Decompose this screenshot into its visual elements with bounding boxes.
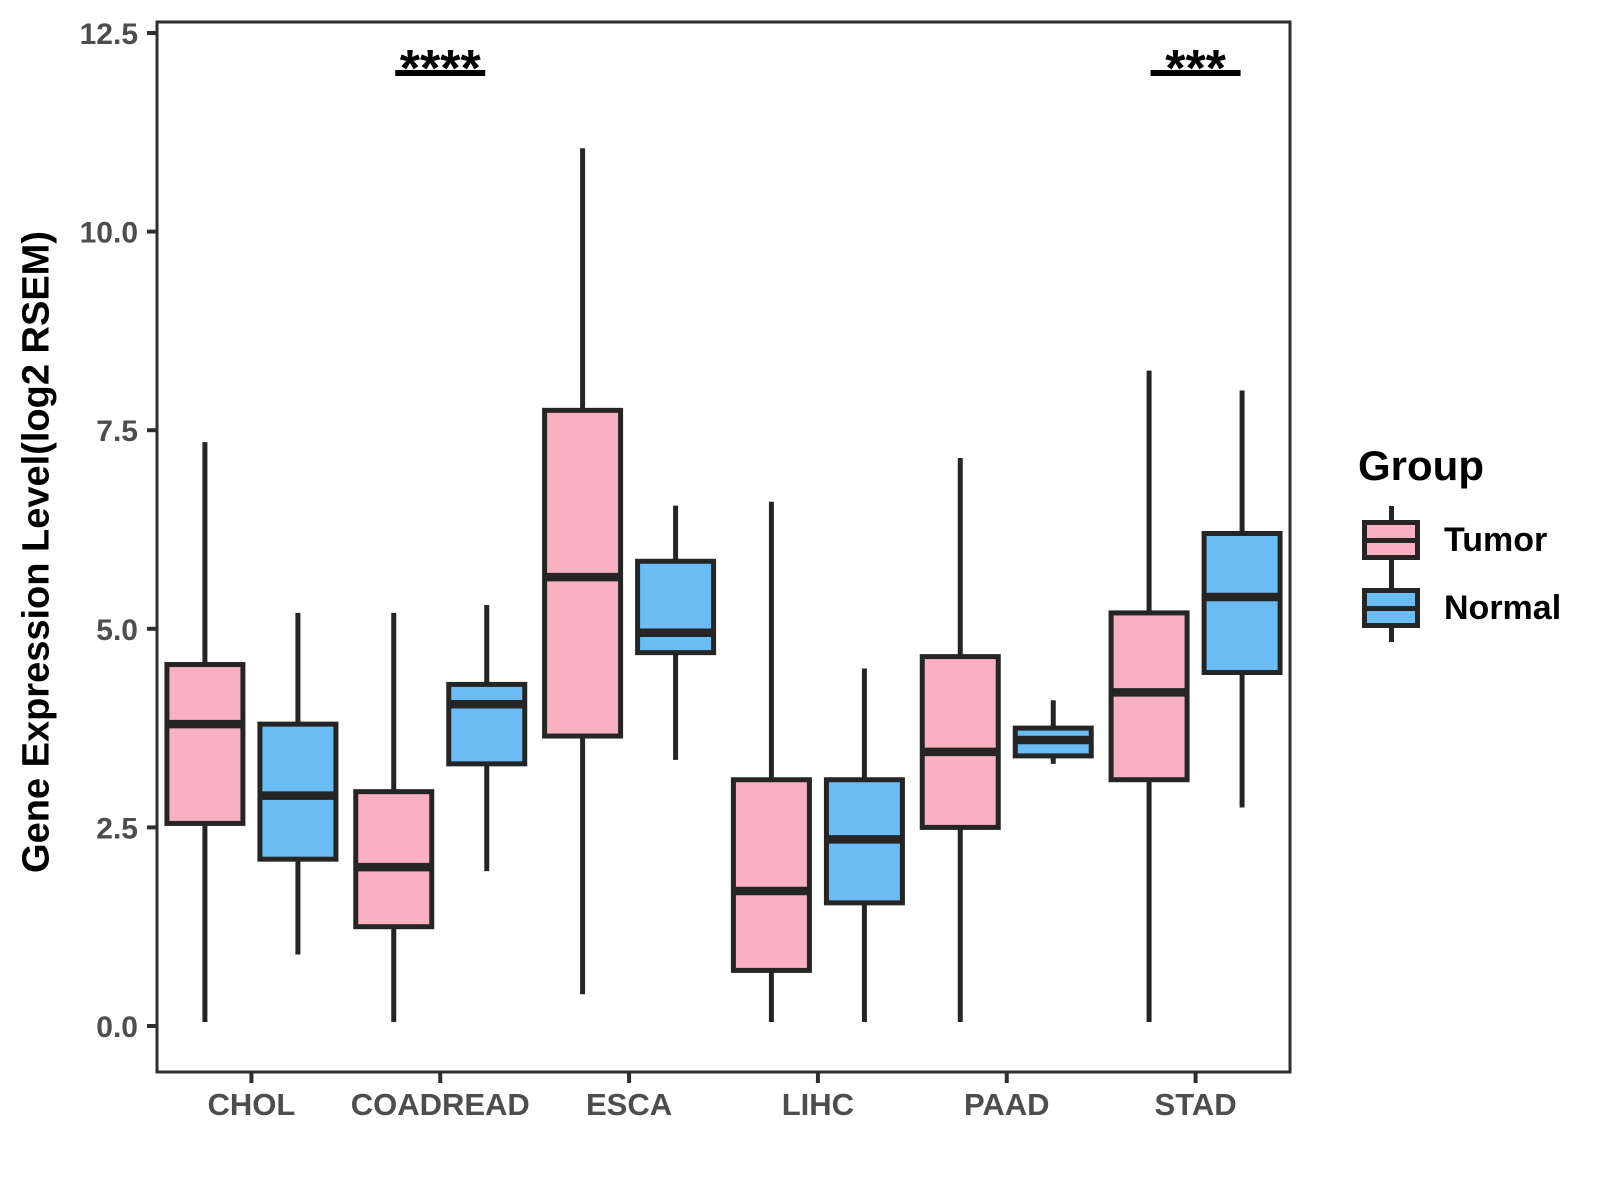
y-tick-label: 0.0 [96,1011,138,1044]
x-axis-label-STAD: STAD [1155,1087,1237,1122]
x-axis-label-COADREAD: COADREAD [351,1087,530,1122]
normal-boxplot-key-icon [1362,574,1420,642]
significance-bar [395,70,486,76]
y-tick-label: 2.5 [96,812,138,845]
box-normal-ESCA [635,505,717,760]
y-tick-label: 10.0 [80,217,138,250]
iqr-box [164,662,246,826]
box-tumor-STAD [1108,370,1190,1023]
significance-bar [1150,70,1241,76]
x-axis-label-LIHC: LIHC [782,1087,854,1122]
y-tick-label: 5.0 [96,614,138,647]
box-normal-PAAD [1012,700,1094,764]
box-normal-STAD [1201,390,1283,808]
iqr-box [635,558,717,656]
box-normal-COADREAD [446,604,528,872]
legend-title: Group [1358,442,1484,489]
legend-entry-tumor: Tumor [1356,506,1561,574]
box-normal-CHOL [257,612,339,955]
x-axis-label-CHOL: CHOL [208,1087,296,1122]
iqr-box [1201,530,1283,675]
x-axis-label-PAAD: PAAD [964,1087,1050,1122]
significance-COADREAD: **** [395,40,486,98]
legend-label-normal: Normal [1444,588,1562,627]
plot-panel-border [155,20,1292,1074]
significance-stars: **** [400,40,482,98]
box-normal-LIHC [823,668,905,1023]
box-tumor-LIHC [730,501,812,1023]
box-tumor-CHOL [164,442,246,1023]
significance-stars: *** [1165,40,1226,98]
box-tumor-PAAD [919,458,1001,1023]
x-axis-label-ESCA: ESCA [586,1087,672,1122]
legend-entry-normal: Normal [1356,574,1561,642]
legend-label-tumor: Tumor [1444,520,1548,559]
box-tumor-COADREAD [353,612,435,1023]
iqr-box [446,681,528,767]
significance-STAD: *** [1150,40,1241,98]
y-tick-label: 12.5 [80,18,138,51]
legend: Group Tumor Normal [1356,442,1561,642]
iqr-box [730,777,812,973]
iqr-box [353,789,435,930]
box-tumor-ESCA [542,148,624,995]
iqr-box [919,654,1001,830]
tumor-boxplot-key-icon [1362,506,1420,574]
y-tick-label: 7.5 [96,415,138,448]
